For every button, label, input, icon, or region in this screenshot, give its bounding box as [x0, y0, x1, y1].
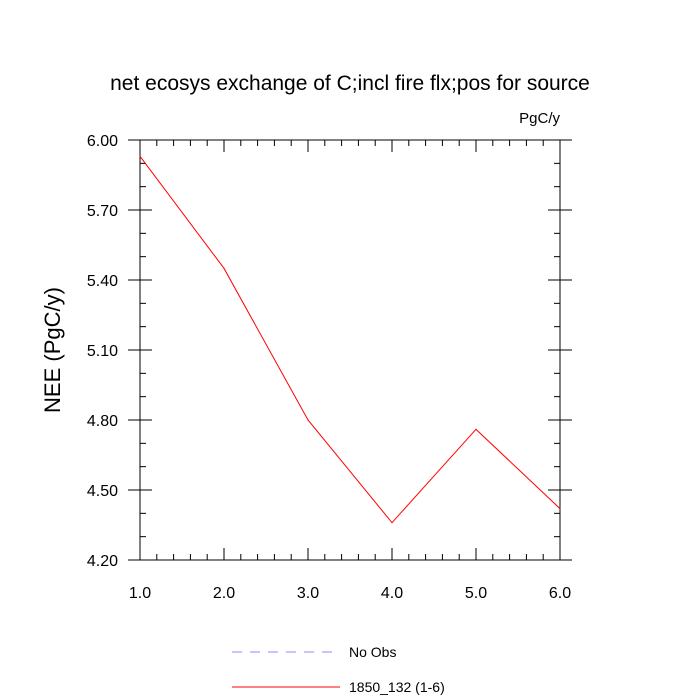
- plot-frame: [139, 139, 561, 561]
- data-point: [559, 508, 561, 510]
- y-tick-label: 6.00: [87, 133, 118, 150]
- x-tick-label: 1.0: [129, 585, 151, 602]
- x-tick-label: 2.0: [213, 585, 235, 602]
- y-tick-label: 5.70: [87, 203, 118, 220]
- data-point: [139, 155, 141, 157]
- y-tick-label: 4.20: [87, 553, 118, 570]
- y-tick-label: 5.10: [87, 343, 118, 360]
- data-point: [391, 522, 393, 524]
- series-line: [139, 156, 561, 524]
- y-tick-label: 5.40: [87, 273, 118, 290]
- data-point: [307, 419, 309, 421]
- y-tick-label: 4.50: [87, 483, 118, 500]
- x-tick-label: 4.0: [381, 585, 403, 602]
- x-tick-label: 3.0: [297, 585, 319, 602]
- legend-label: 1850_132 (1-6): [349, 679, 445, 695]
- y-tick-label: 4.80: [87, 413, 118, 430]
- units-label: PgC/y: [519, 110, 560, 127]
- axes: 1.0 2.0 3.0 4.0 5.0 6.0 4.20 4.50 4.80 5.10 5.40 5.…: [87, 133, 572, 602]
- chart-title: net ecosys exchange of C;incl fire flx;p…: [110, 72, 590, 95]
- x-tick-label: 6.0: [549, 585, 571, 602]
- y-axis-label: NEE (PgC/y): [40, 287, 65, 413]
- x-tick-label: 5.0: [465, 585, 487, 602]
- legend: No Obs 1850_132 (1-6): [232, 644, 445, 695]
- data-point: [223, 267, 225, 269]
- legend-label: No Obs: [349, 644, 396, 660]
- series-layer: [139, 155, 561, 524]
- data-point: [475, 428, 477, 430]
